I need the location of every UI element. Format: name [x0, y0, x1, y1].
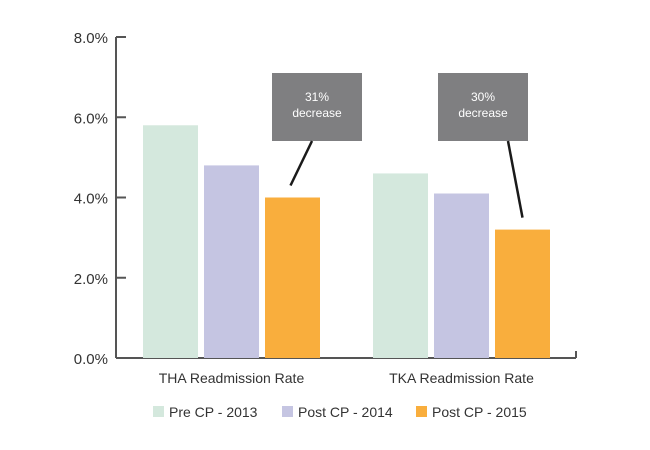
- bar: [265, 197, 320, 358]
- callout-leader-line: [289, 140, 314, 187]
- callout-leader-line: [506, 140, 524, 218]
- y-tick-label: 8.0%: [74, 30, 108, 47]
- y-tick-label: 2.0%: [74, 271, 108, 288]
- callout-label: decrease: [458, 106, 508, 120]
- y-tick-label: 0.0%: [74, 351, 108, 368]
- legend-item: Post CP - 2014: [282, 404, 393, 420]
- legend-label: Post CP - 2014: [298, 404, 393, 420]
- legend-item: Post CP - 2015: [416, 404, 527, 420]
- bars: THA Readmission Rate TKA Readmission Rate: [143, 125, 550, 386]
- callout-label: decrease: [292, 106, 342, 120]
- legend-swatch: [416, 406, 427, 417]
- callout-background: [272, 73, 362, 141]
- callout-box: 31% decrease: [272, 73, 362, 187]
- bar: [143, 125, 198, 359]
- y-tick-label: 6.0%: [74, 110, 108, 127]
- legend-label: Pre CP - 2013: [169, 404, 258, 420]
- bar: [373, 173, 428, 358]
- legend-swatch: [282, 406, 293, 417]
- x-category-label: THA Readmission Rate: [159, 370, 305, 386]
- bar: [495, 229, 550, 358]
- x-category-label: TKA Readmission Rate: [389, 370, 534, 386]
- callout-percent: 30%: [471, 90, 495, 104]
- callout-background: [438, 73, 528, 141]
- callout-box: 30% decrease: [438, 73, 528, 218]
- legend-item: Pre CP - 2013: [153, 404, 258, 420]
- legend-swatch: [153, 406, 164, 417]
- bar: [204, 165, 259, 358]
- y-tick-label: 4.0%: [74, 191, 108, 208]
- callout-percent: 31%: [305, 90, 329, 104]
- legend: Pre CP - 2013 Post CP - 2014 Post CP - 201…: [153, 404, 527, 420]
- bar: [434, 193, 489, 358]
- legend-label: Post CP - 2015: [432, 404, 527, 420]
- callouts: 31% decrease 30% decrease: [272, 73, 528, 218]
